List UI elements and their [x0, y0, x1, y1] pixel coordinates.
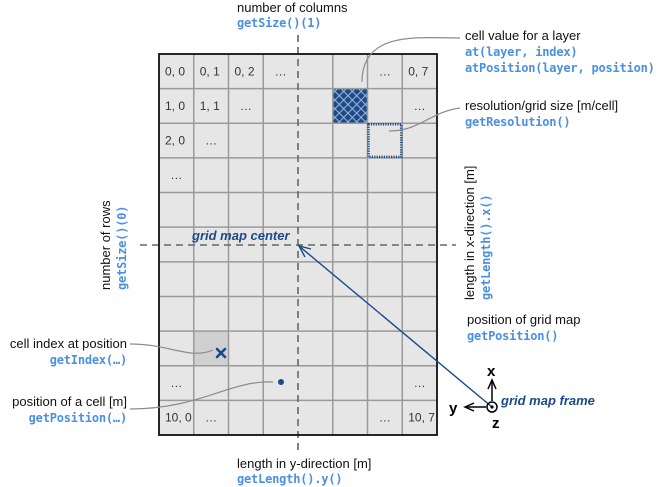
- columns-code: getSize()(1): [237, 16, 322, 30]
- cell-index-text: …: [205, 134, 217, 148]
- cell-position-dot: [278, 379, 284, 385]
- cell-index-text: 0, 2: [235, 64, 255, 78]
- cell-index-text: …: [414, 376, 426, 390]
- length-x-label: length in x-direction [m]: [462, 165, 477, 300]
- cell-value-code-at: at(layer, index): [465, 45, 578, 59]
- leader-cell-position: [129, 381, 274, 410]
- rows-label: number of rows: [98, 200, 113, 290]
- length-y-label: length in y-direction [m]: [237, 456, 372, 471]
- cell-index-text: 0, 7: [408, 64, 428, 78]
- frame-axes: [463, 378, 498, 413]
- position-map-code: getPosition(): [467, 329, 559, 343]
- cell-index-text: …: [170, 168, 182, 182]
- cell-index-text: 2, 0: [165, 134, 185, 148]
- cell-index-text: 1, 1: [200, 99, 220, 113]
- position-map-label: position of grid map: [467, 312, 581, 327]
- position-arrow-head: [297, 244, 312, 258]
- frame-z-dot: [490, 405, 494, 409]
- frame-z-label: z: [492, 415, 500, 432]
- frame-y-label: y: [449, 400, 458, 417]
- cell-index-text: 1, 0: [165, 99, 185, 113]
- length-y-code: getLength().y(): [237, 472, 343, 486]
- rows-code: getSize()(0): [115, 205, 129, 290]
- cell-index-text: …: [170, 376, 182, 390]
- cell-index-text: 0, 1: [200, 64, 220, 78]
- grid-border: [158, 53, 438, 436]
- cell-index-text: 10, 7: [408, 411, 435, 425]
- grid-map-center-label: grid map center: [192, 228, 290, 243]
- resolution-code: getResolution(): [465, 115, 571, 129]
- cell-index-code: getIndex(…): [49, 353, 127, 367]
- cell-index-text: …: [379, 64, 391, 78]
- grid-map-frame-label: grid map frame: [501, 393, 595, 408]
- position-arrow: [298, 245, 493, 408]
- resolution-label: resolution/grid size [m/cell]: [465, 98, 619, 113]
- cell-labels: 0, 0 0, 1 0, 2 … … 0, 7 1, 0 1, 1 … … 2, 0 … … … … 10, …: [165, 64, 435, 424]
- cell-index-text: …: [414, 99, 426, 113]
- cell-index-text: …: [379, 411, 391, 425]
- resolution-cell: [367, 123, 403, 159]
- cell-index-text: …: [275, 64, 287, 78]
- cell-index-text: …: [205, 411, 217, 425]
- cell-position-code: getPosition(…): [28, 411, 128, 425]
- cell-position-label: position of a cell [m]: [12, 394, 127, 409]
- cell-index-x-marker: [215, 347, 227, 359]
- leader-cell-value: [361, 36, 461, 83]
- highlighted-cell: [193, 331, 229, 366]
- leader-resolution: [388, 107, 461, 132]
- cell-index-text: 0, 0: [165, 64, 185, 78]
- columns-label: number of columns: [237, 0, 348, 15]
- length-x-code: getLength().x(): [479, 194, 493, 300]
- cell-index-text: 10, 0: [165, 411, 192, 425]
- frame-x-label: x: [487, 363, 496, 380]
- layer-value-cell: [332, 88, 368, 124]
- cell-index-label: cell index at position: [9, 336, 127, 351]
- cell-value-label: cell value for a layer: [465, 28, 581, 43]
- cell-index-text: …: [240, 99, 252, 113]
- leader-cell-index: [129, 343, 214, 354]
- cell-value-code-atposition: atPosition(layer, position): [465, 61, 655, 75]
